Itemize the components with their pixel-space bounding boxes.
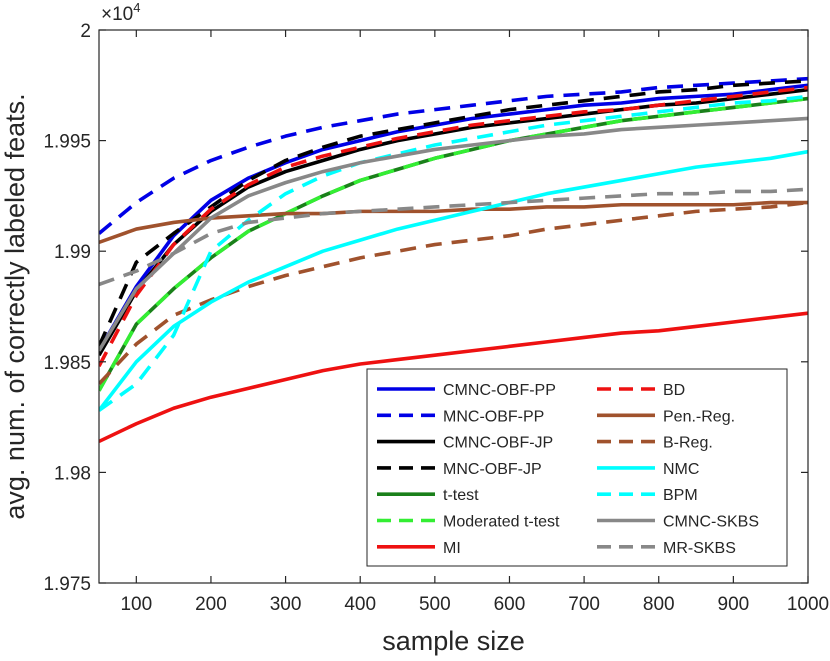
y-tick-label: 1.985	[43, 353, 91, 374]
y-tick-label: 1.99	[54, 242, 91, 263]
legend-label-bd: BD	[663, 382, 685, 399]
legend-label-mr-skbs: MR-SKBS	[663, 540, 736, 557]
x-tick-label: 600	[494, 594, 526, 615]
axes-box	[98, 29, 809, 584]
legend-label-bpm: BPM	[663, 487, 698, 504]
legend-label-cmnc-skbs: CMNC-SKBS	[663, 514, 759, 531]
series-line-cmnc-obf-jp	[99, 87, 808, 357]
series-line-b-reg	[99, 200, 808, 386]
series-line-mnc-obf-pp	[99, 76, 808, 235]
x-axis-label: sample size	[382, 626, 525, 656]
y-scale-multiplier: ×104	[101, 0, 140, 25]
series-line-moderated-t-test	[99, 96, 808, 392]
y-tick-label: 1.995	[43, 132, 91, 153]
series-line-cmnc-skbs	[99, 116, 808, 352]
legend-label-t-test: t-test	[443, 487, 479, 504]
x-tick-label: 500	[419, 594, 451, 615]
series-line-pen-reg	[99, 200, 808, 245]
x-tick-label: 300	[270, 594, 302, 615]
series-line-cmnc-obf-pp	[99, 83, 808, 352]
x-tick-label: 900	[718, 594, 750, 615]
legend-box	[366, 368, 788, 567]
x-tick-label: 200	[195, 594, 227, 615]
legend-label-mnc-obf-jp: MNC-OBF-JP	[443, 461, 542, 478]
series-line-nmc	[99, 149, 808, 412]
x-tick-label: 400	[344, 594, 376, 615]
legend-label-mnc-obf-pp: MNC-OBF-PP	[443, 408, 544, 425]
x-tick-label: 800	[643, 594, 675, 615]
x-tick-label: 700	[568, 594, 600, 615]
legend-label-mi: MI	[443, 540, 461, 557]
legend-label-b-reg: B-Reg.	[663, 435, 713, 452]
legend-label-cmnc-obf-jp: CMNC-OBF-JP	[443, 435, 553, 452]
legend-label-pen-reg: Pen.-Reg.	[663, 408, 735, 425]
series-line-bd	[99, 85, 808, 368]
plot-area	[99, 76, 808, 444]
series-line-mi	[99, 311, 808, 444]
legend-label-moderated-t-test: Moderated t-test	[443, 514, 560, 531]
series-line-bpm	[99, 94, 808, 412]
x-tick-label: 100	[120, 594, 152, 615]
y-tick-label: 1.98	[54, 463, 91, 484]
legend: CMNC-OBF-PP BD MNC-OBF-PP Pen.-Reg. CMNC-OBF…	[366, 368, 788, 567]
y-tick-label: 2	[80, 21, 91, 42]
y-axis-label: avg. num. of correctly labeled feats.	[0, 93, 30, 519]
legend-label-cmnc-obf-pp: CMNC-OBF-PP	[443, 382, 556, 399]
x-tick-label: 1000	[787, 594, 829, 615]
series-layer	[99, 76, 808, 444]
y-tick-label: 1.975	[43, 574, 91, 595]
series-line-mnc-obf-jp	[99, 79, 808, 348]
legend-label-nmc: NMC	[663, 461, 699, 478]
series-line-mr-skbs	[99, 187, 808, 287]
